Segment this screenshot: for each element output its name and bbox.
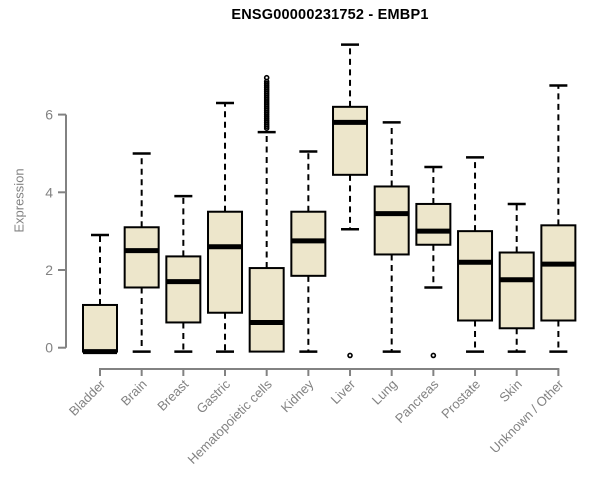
x-category-label: Bladder xyxy=(66,376,109,419)
box-breast xyxy=(165,255,202,324)
y-tick-label: 6 xyxy=(45,107,53,123)
box-unknown-other xyxy=(540,224,577,322)
x-category-label: Liver xyxy=(328,376,359,407)
outlier-point xyxy=(430,352,437,359)
box-kidney xyxy=(290,210,327,277)
y-tick-label: 0 xyxy=(45,340,53,356)
x-category-label: Skin xyxy=(496,377,524,405)
box-skin xyxy=(498,251,535,330)
x-category-label: Kidney xyxy=(278,376,317,415)
y-tick-label: 2 xyxy=(45,262,53,278)
box-hematopoietic-cells xyxy=(248,267,285,353)
x-category-label: Breast xyxy=(154,376,191,413)
chart-title: ENSG00000231752 - EMBP1 xyxy=(231,7,429,23)
outlier-point xyxy=(263,125,270,131)
box-bladder xyxy=(82,303,118,353)
x-category-label: Lung xyxy=(369,377,400,408)
box-brain xyxy=(123,226,160,289)
box-liver xyxy=(332,105,369,176)
box-pancreas xyxy=(415,202,452,246)
x-category-label: Gastric xyxy=(193,376,233,416)
x-category-label: Pancreas xyxy=(392,376,442,426)
outlier-point xyxy=(347,352,353,359)
x-category-label: Prostate xyxy=(438,377,483,422)
box-gastric xyxy=(207,210,244,314)
y-axis-title: Expression xyxy=(11,168,27,233)
x-category-label: Unknown / Other xyxy=(487,376,567,456)
box-prostate xyxy=(457,230,494,322)
x-category-label: Brain xyxy=(118,377,150,409)
y-tick-label: 4 xyxy=(45,184,53,200)
box-lung xyxy=(373,185,410,256)
